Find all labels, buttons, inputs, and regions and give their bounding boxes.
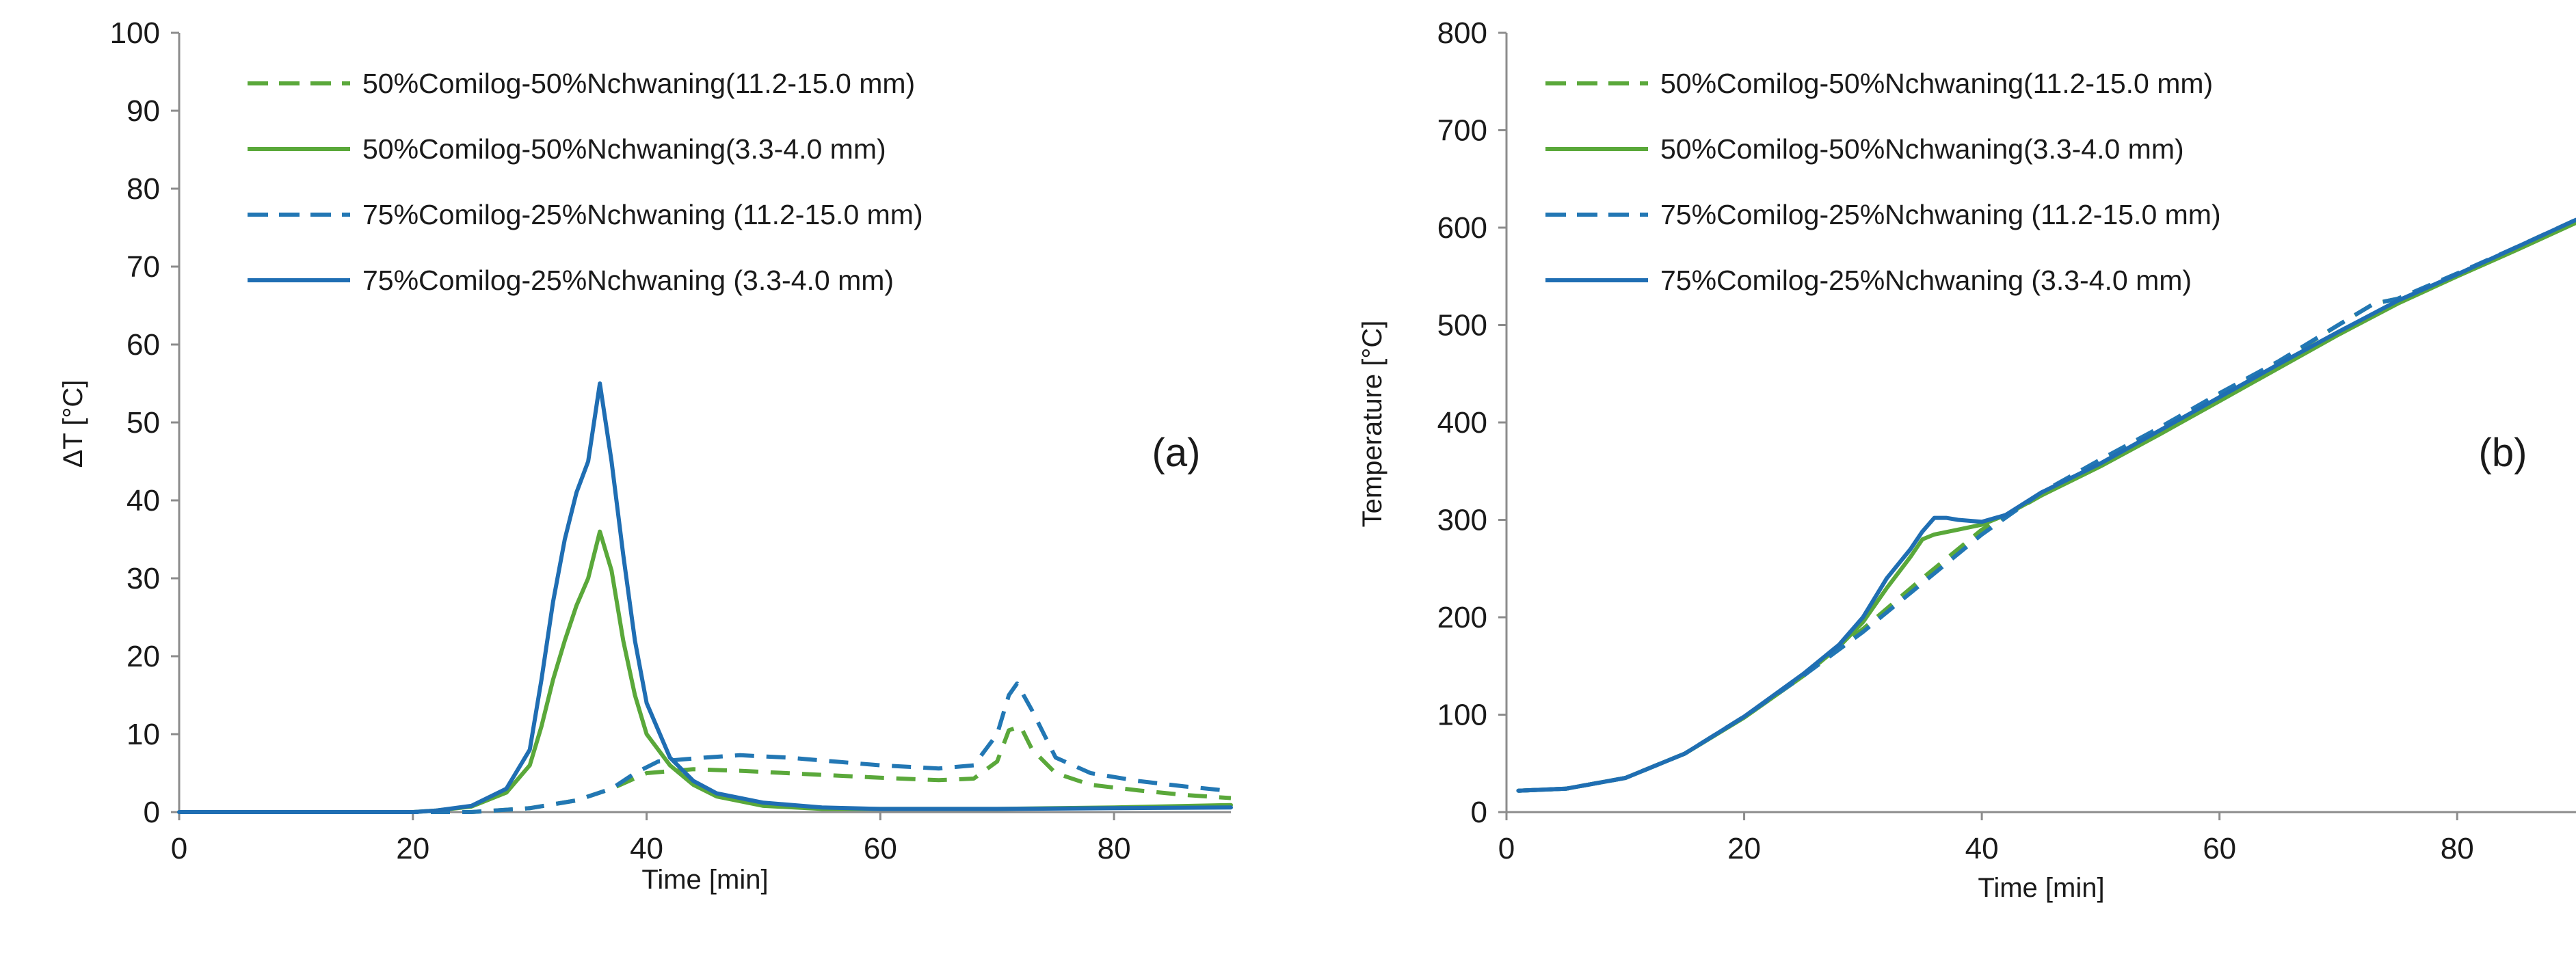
x-tick-label: 0 <box>171 832 187 865</box>
x-axis-title: Time [min] <box>641 865 768 895</box>
series-line-3 <box>179 681 1232 814</box>
y-tick-label: 200 <box>1437 601 1487 634</box>
y-tick-label: 100 <box>1437 699 1487 732</box>
series-group <box>1516 217 2576 793</box>
legend-label: 50%Comilog-50%Nchwaning(3.3-4.0 mm) <box>362 133 886 165</box>
series-group <box>177 381 1233 814</box>
tick-group: 0 10 20 30 40 50 60 70 80 90 100 0 20 40 60 80 <box>110 16 1131 865</box>
legend: 50%Comilog-50%Nchwaning(11.2-15.0 mm) 50… <box>248 68 923 296</box>
series-line-4 <box>1516 217 2576 793</box>
panel-label: (b) <box>2479 431 2527 475</box>
x-tick-label: 0 <box>1498 832 1515 865</box>
series-line-2 <box>1516 220 2576 793</box>
legend-label: 50%Comilog-50%Nchwaning(3.3-4.0 mm) <box>1660 133 2184 165</box>
legend-item: 50%Comilog-50%Nchwaning(3.3-4.0 mm) <box>1545 133 2184 165</box>
tick-group: 0 100 200 300 400 500 600 700 800 0 20 40 60 80 <box>1437 16 2474 865</box>
x-tick-label: 60 <box>864 832 897 865</box>
x-tick-label: 80 <box>1098 832 1131 865</box>
y-tick-label: 40 <box>127 484 160 517</box>
series-line-4 <box>177 381 1233 814</box>
series-line-1 <box>179 724 1232 814</box>
x-tick-label: 40 <box>630 832 663 865</box>
y-tick-label: 80 <box>127 172 160 206</box>
x-tick-label: 60 <box>2203 832 2236 865</box>
legend-label: 75%Comilog-25%Nchwaning (11.2-15.0 mm) <box>362 199 923 230</box>
legend-label: 75%Comilog-25%Nchwaning (11.2-15.0 mm) <box>1660 199 2221 230</box>
legend-item: 75%Comilog-25%Nchwaning (11.2-15.0 mm) <box>1545 199 2221 230</box>
legend-item: 75%Comilog-25%Nchwaning (3.3-4.0 mm) <box>1545 265 2192 296</box>
y-tick-label: 0 <box>144 796 160 829</box>
y-axis-title: Temperature [°C] <box>1357 321 1387 528</box>
series-line-1 <box>1518 217 2576 793</box>
x-tick-label: 80 <box>2441 832 2474 865</box>
y-tick-label: 300 <box>1437 504 1487 537</box>
x-tick-label: 40 <box>1965 832 1999 865</box>
legend-item: 50%Comilog-50%Nchwaning(11.2-15.0 mm) <box>248 68 915 99</box>
panel-a-chart: 0 10 20 30 40 50 60 70 80 90 100 0 20 40 60 80 Time [mi… <box>58 16 1233 895</box>
x-axis-title: Time [min] <box>1978 873 2104 903</box>
legend-label: 50%Comilog-50%Nchwaning(11.2-15.0 mm) <box>362 68 915 99</box>
legend: 50%Comilog-50%Nchwaning(11.2-15.0 mm) 50… <box>1545 68 2221 296</box>
series-line-2 <box>177 529 1233 814</box>
y-tick-label: 500 <box>1437 309 1487 342</box>
y-tick-label: 30 <box>127 562 160 595</box>
legend-label: 50%Comilog-50%Nchwaning(11.2-15.0 mm) <box>1660 68 2213 99</box>
legend-label: 75%Comilog-25%Nchwaning (3.3-4.0 mm) <box>1660 265 2192 296</box>
y-axis-title: ΔT [°C] <box>58 380 88 468</box>
y-tick-label: 800 <box>1437 16 1487 50</box>
series-line-3 <box>1518 217 2576 793</box>
legend-label: 75%Comilog-25%Nchwaning (3.3-4.0 mm) <box>362 265 894 296</box>
y-tick-label: 60 <box>127 328 160 362</box>
y-tick-label: 600 <box>1437 211 1487 245</box>
y-tick-label: 100 <box>110 16 160 50</box>
y-tick-label: 10 <box>127 718 160 751</box>
y-tick-label: 20 <box>127 640 160 673</box>
x-tick-label: 20 <box>396 832 429 865</box>
y-tick-label: 70 <box>127 250 160 284</box>
y-tick-label: 0 <box>1471 796 1487 829</box>
y-tick-label: 700 <box>1437 114 1487 148</box>
panel-label: (a) <box>1152 431 1201 475</box>
x-tick-label: 20 <box>1727 832 1761 865</box>
y-tick-label: 90 <box>127 94 160 128</box>
legend-item: 75%Comilog-25%Nchwaning (3.3-4.0 mm) <box>248 265 894 296</box>
legend-item: 75%Comilog-25%Nchwaning (11.2-15.0 mm) <box>248 199 923 230</box>
legend-item: 50%Comilog-50%Nchwaning(11.2-15.0 mm) <box>1545 68 2213 99</box>
y-tick-label: 50 <box>127 406 160 440</box>
panel-b-chart: 0 100 200 300 400 500 600 700 800 0 20 40 60 80 Time … <box>1357 16 2576 903</box>
y-tick-label: 400 <box>1437 406 1487 440</box>
legend-item: 50%Comilog-50%Nchwaning(3.3-4.0 mm) <box>248 133 886 165</box>
